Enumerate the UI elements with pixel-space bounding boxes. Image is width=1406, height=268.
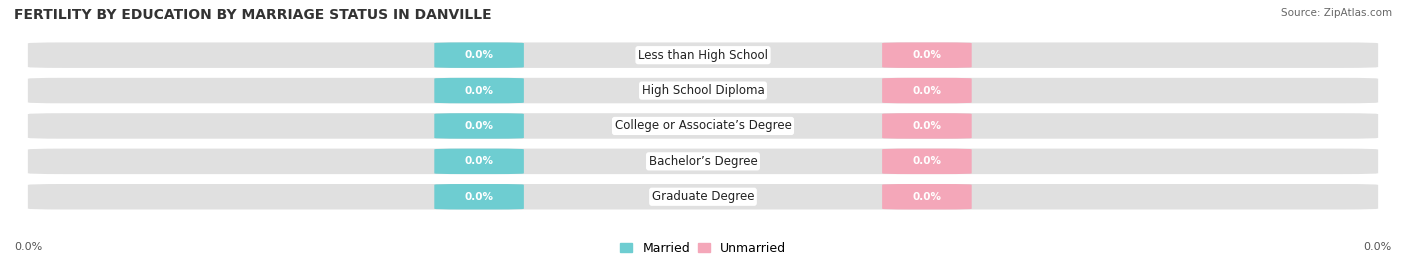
FancyBboxPatch shape [28,78,1378,103]
Legend: Married, Unmarried: Married, Unmarried [620,242,786,255]
FancyBboxPatch shape [434,42,524,68]
Text: 0.0%: 0.0% [464,50,494,60]
FancyBboxPatch shape [882,184,972,210]
FancyBboxPatch shape [882,78,972,103]
Text: Bachelor’s Degree: Bachelor’s Degree [648,155,758,168]
FancyBboxPatch shape [434,149,524,174]
FancyBboxPatch shape [434,184,524,210]
FancyBboxPatch shape [882,42,972,68]
Text: 0.0%: 0.0% [912,85,942,96]
FancyBboxPatch shape [28,113,1378,139]
Text: 0.0%: 0.0% [912,50,942,60]
FancyBboxPatch shape [882,113,972,139]
Text: Graduate Degree: Graduate Degree [652,190,754,203]
FancyBboxPatch shape [28,42,1378,68]
Text: 0.0%: 0.0% [912,192,942,202]
Text: 0.0%: 0.0% [1364,242,1392,252]
Text: Source: ZipAtlas.com: Source: ZipAtlas.com [1281,8,1392,18]
Text: 0.0%: 0.0% [464,192,494,202]
FancyBboxPatch shape [434,78,524,103]
Text: 0.0%: 0.0% [464,85,494,96]
Text: College or Associate’s Degree: College or Associate’s Degree [614,120,792,132]
Text: 0.0%: 0.0% [912,121,942,131]
Text: FERTILITY BY EDUCATION BY MARRIAGE STATUS IN DANVILLE: FERTILITY BY EDUCATION BY MARRIAGE STATU… [14,8,492,22]
Text: 0.0%: 0.0% [464,121,494,131]
Text: 0.0%: 0.0% [912,156,942,166]
Text: 0.0%: 0.0% [14,242,42,252]
Text: High School Diploma: High School Diploma [641,84,765,97]
FancyBboxPatch shape [882,149,972,174]
FancyBboxPatch shape [28,184,1378,210]
FancyBboxPatch shape [28,149,1378,174]
FancyBboxPatch shape [434,113,524,139]
Text: 0.0%: 0.0% [464,156,494,166]
Text: Less than High School: Less than High School [638,49,768,62]
